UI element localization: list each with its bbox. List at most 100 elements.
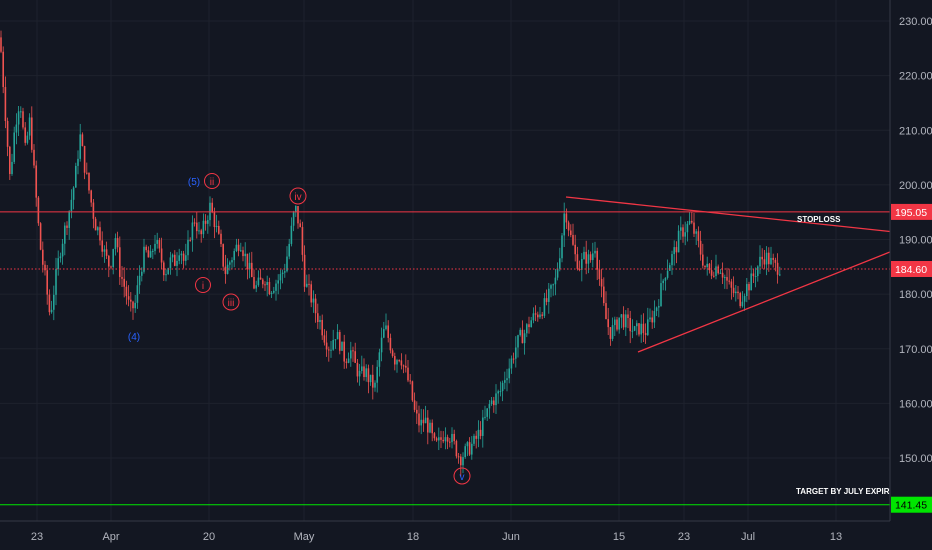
candle [323, 329, 326, 346]
candle [363, 358, 365, 381]
candle [420, 408, 422, 435]
candle [497, 389, 499, 404]
candle [486, 408, 488, 421]
candle [350, 341, 352, 367]
candle [145, 244, 147, 253]
candle [17, 105, 20, 136]
candle [495, 384, 497, 414]
candle [598, 259, 601, 286]
candle [763, 249, 766, 270]
candle [644, 323, 647, 344]
candle [739, 291, 741, 309]
candle [523, 329, 526, 355]
candle [405, 354, 407, 373]
candle [400, 353, 403, 370]
candle [576, 246, 579, 271]
candle [141, 267, 143, 282]
time-axis[interactable]: 23 Apr 20 May 18 Jun 15 23 Jul 13 [0, 520, 890, 550]
candle [677, 225, 680, 253]
x-tick-label: May [294, 531, 315, 543]
grid [0, 0, 890, 521]
candle [715, 254, 717, 280]
candle [697, 226, 700, 248]
candle [35, 160, 37, 207]
candle [180, 250, 183, 265]
candle [484, 405, 486, 420]
stoploss-annotation: STOPLOSS [797, 215, 841, 224]
candle [365, 364, 367, 382]
candle [552, 283, 554, 296]
wave-label-v: v [460, 472, 465, 483]
x-tick-label: Jun [502, 531, 520, 543]
candle [455, 439, 458, 459]
candle [774, 257, 777, 272]
candle [53, 285, 55, 321]
candle [169, 251, 172, 275]
x-tick-label: 13 [830, 531, 842, 543]
candle [127, 285, 130, 307]
x-tick-label: 23 [678, 531, 690, 543]
y-tick-label: 230.00 [899, 16, 932, 28]
candle [343, 334, 345, 369]
price-tag [891, 203, 932, 220]
candle [754, 267, 757, 288]
candle [229, 260, 231, 271]
candle [708, 263, 711, 274]
candle [768, 247, 770, 272]
candle [328, 346, 330, 362]
candle [479, 421, 482, 440]
candle [616, 316, 618, 332]
candle [680, 216, 682, 240]
candle [422, 409, 425, 432]
candle [589, 251, 592, 263]
candle [222, 243, 224, 271]
candle [336, 324, 339, 340]
candle [664, 277, 667, 291]
price-axis[interactable]: 150.00 160.00 170.00 180.00 190.00 200.00 210.… [889, 0, 932, 521]
candle [578, 260, 581, 272]
candle [402, 364, 405, 374]
candle [433, 432, 436, 441]
candle [457, 453, 460, 464]
candle [55, 257, 57, 306]
candle [649, 308, 651, 322]
price-tag [891, 496, 932, 513]
candle [512, 352, 515, 364]
candle [182, 250, 185, 269]
candle [288, 238, 290, 260]
candle [358, 363, 361, 386]
candle [61, 239, 64, 265]
candle [235, 238, 238, 253]
candle [675, 241, 678, 264]
candle [550, 283, 552, 298]
candle [143, 238, 145, 274]
candle [702, 243, 704, 269]
candle [341, 341, 343, 352]
candle [471, 436, 473, 460]
wave-circle-iv [289, 187, 307, 205]
candle [765, 246, 768, 276]
candle [68, 210, 70, 240]
candle [268, 277, 271, 296]
y-tick-label: 200.00 [899, 180, 932, 192]
candle [394, 352, 396, 371]
candle [270, 290, 273, 299]
candle [66, 221, 68, 235]
candle [125, 280, 128, 305]
candle [669, 262, 671, 271]
candle [545, 289, 548, 306]
candle [42, 241, 44, 273]
triangle-lower-line[interactable] [637, 249, 896, 353]
candle [176, 252, 178, 277]
candle [651, 310, 653, 329]
candle [477, 420, 480, 448]
price-tag [891, 260, 932, 277]
candle [554, 268, 557, 296]
candle [75, 162, 77, 188]
candle [534, 305, 537, 322]
triangle-upper-line[interactable] [565, 196, 932, 237]
y-tick-label: 210.00 [899, 125, 932, 137]
x-tick-label: 20 [203, 531, 215, 543]
candle [752, 269, 755, 284]
